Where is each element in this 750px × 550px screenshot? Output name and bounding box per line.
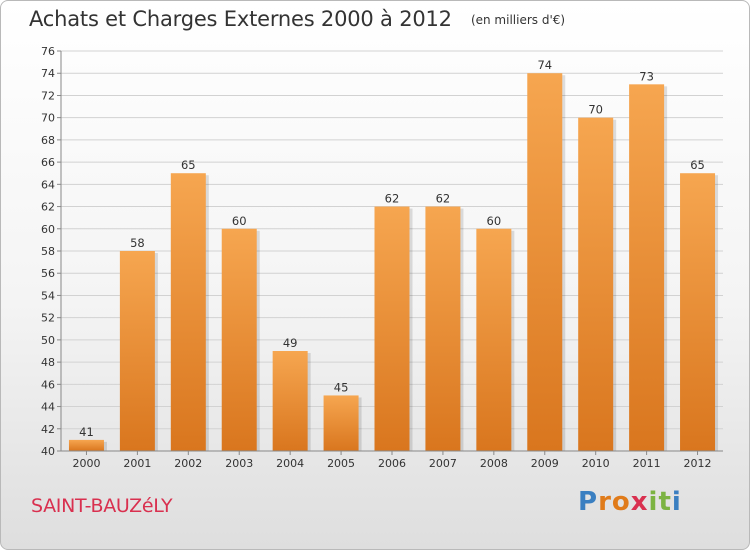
x-tick-label: 2002 xyxy=(174,457,202,470)
bars: 41 58 65 60 49 45 62 62 60 74 70 73 65 xyxy=(68,58,719,452)
bar xyxy=(272,351,308,451)
bar xyxy=(629,84,665,451)
x-tick-label: 2012 xyxy=(684,457,712,470)
x-tick-label: 2008 xyxy=(480,457,508,470)
x-tick-label: 2001 xyxy=(123,457,151,470)
y-tick-label: 42 xyxy=(41,423,55,436)
x-tick-label: 2000 xyxy=(72,457,100,470)
logo-letter: t xyxy=(658,487,672,517)
x-tick-label: 2006 xyxy=(378,457,406,470)
x-tick-label: 2005 xyxy=(327,457,355,470)
y-tick-label: 64 xyxy=(41,178,55,191)
logo-letter: x xyxy=(630,487,649,517)
bar xyxy=(578,117,614,452)
bar-value-label: 58 xyxy=(130,236,145,250)
y-tick-label: 74 xyxy=(41,67,55,80)
y-tick-label: 40 xyxy=(41,445,55,458)
bar-value-label: 60 xyxy=(487,214,502,228)
bar xyxy=(527,73,563,451)
x-tick-label: 2011 xyxy=(633,457,661,470)
x-tick-label: 2010 xyxy=(582,457,610,470)
bar-value-label: 73 xyxy=(639,69,654,83)
bar xyxy=(680,173,716,451)
y-tick-label: 60 xyxy=(41,223,55,236)
bar-value-label: 70 xyxy=(588,103,603,117)
bar-value-label: 65 xyxy=(690,158,705,172)
y-tick-label: 76 xyxy=(41,45,55,58)
chart-title: Achats et Charges Externes 2000 à 2012 xyxy=(29,7,452,31)
bar xyxy=(374,206,410,451)
chart-unit: (en milliers d'€) xyxy=(470,13,566,27)
x-tick-label: 2007 xyxy=(429,457,457,470)
bar xyxy=(221,228,257,451)
y-tick-label: 70 xyxy=(41,112,55,125)
logo-letter: o xyxy=(611,487,631,517)
commune-name: SAINT-BAUZéLY xyxy=(31,495,173,517)
bar-value-label: 62 xyxy=(385,192,400,206)
y-tick-label: 46 xyxy=(41,378,55,391)
y-tick-label: 50 xyxy=(41,334,55,347)
logo-letter: r xyxy=(598,487,612,517)
x-tick-label: 2004 xyxy=(276,457,304,470)
chart-title-row: Achats et Charges Externes 2000 à 2012 (… xyxy=(29,7,565,31)
y-tick-label: 52 xyxy=(41,312,55,325)
bar-value-label: 49 xyxy=(283,336,298,350)
bar xyxy=(323,395,359,451)
bar xyxy=(170,173,206,451)
bar xyxy=(119,251,155,451)
bar xyxy=(476,228,512,451)
y-tick-label: 68 xyxy=(41,134,55,147)
bar-value-label: 41 xyxy=(79,425,94,439)
logo-letter: i xyxy=(671,487,682,517)
logo-letter: P xyxy=(578,487,599,517)
x-tick-label: 2009 xyxy=(531,457,559,470)
bar-value-label: 60 xyxy=(232,214,247,228)
y-tick-label: 58 xyxy=(41,245,55,258)
logo-letter: i xyxy=(648,487,659,517)
y-tick-label: 54 xyxy=(41,289,55,302)
y-tick-label: 66 xyxy=(41,156,55,169)
x-tick-label: 2003 xyxy=(225,457,253,470)
bar-value-label: 74 xyxy=(537,58,552,72)
y-tick-label: 62 xyxy=(41,201,55,214)
axes: 40 42 44 46 48 50 52 54 56 58 60 62 64 66 68 70 72 74 76 20… xyxy=(41,45,723,470)
bar-value-label: 45 xyxy=(334,380,349,394)
bar xyxy=(425,206,461,451)
bar-value-label: 62 xyxy=(436,192,451,206)
y-tick-label: 48 xyxy=(41,356,55,369)
bar xyxy=(68,439,104,451)
y-tick-label: 56 xyxy=(41,267,55,280)
y-tick-label: 44 xyxy=(41,401,55,414)
bar-value-label: 65 xyxy=(181,158,196,172)
y-tick-label: 72 xyxy=(41,89,55,102)
proxiti-logo: Proxiti xyxy=(578,487,682,517)
